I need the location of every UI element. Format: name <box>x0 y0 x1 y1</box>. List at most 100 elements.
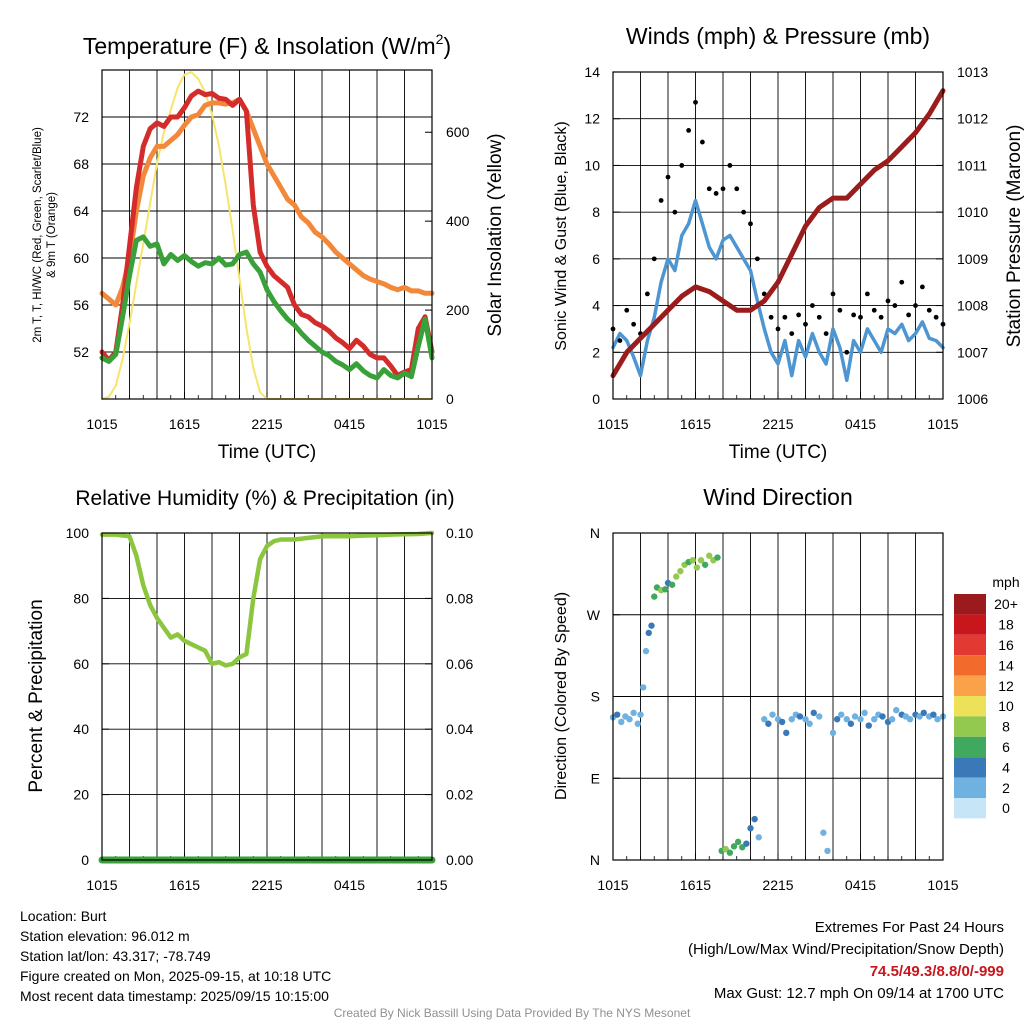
direction-point <box>726 849 734 856</box>
legend-label: 0 <box>1002 800 1010 816</box>
direction-point <box>739 844 746 851</box>
y2-tick-label: 0.06 <box>446 656 473 672</box>
direction-point <box>662 586 669 593</box>
extremes-subtitle: (High/Low/Max Wind/Precipitation/Snow De… <box>688 941 1004 958</box>
direction-point <box>802 716 809 723</box>
direction-point <box>701 561 709 568</box>
gust-point <box>775 326 781 332</box>
y-tick-label: 8 <box>592 204 600 220</box>
y2-tick-label: 600 <box>446 124 470 140</box>
gridlines <box>613 72 943 399</box>
y2-tick-label: 1009 <box>957 251 988 267</box>
gust-point <box>933 314 939 320</box>
legend-label: 16 <box>998 637 1014 653</box>
x-tick-label: 2215 <box>762 877 793 893</box>
gust-point <box>727 163 733 168</box>
legend-swatch <box>954 675 986 696</box>
winds-ylabel-right: Station Pressure (Maroon) <box>1004 125 1024 348</box>
gust-point <box>864 291 870 297</box>
gust-points <box>610 99 946 355</box>
direction-point <box>613 711 621 718</box>
y2-tick-label: 1007 <box>957 344 988 360</box>
gust-point <box>823 331 829 336</box>
direction-point <box>730 843 738 850</box>
y2-tick-label: 400 <box>446 213 470 229</box>
y2-tick-label: 1010 <box>957 204 988 220</box>
gust-point <box>809 303 815 308</box>
gust-point <box>741 209 747 215</box>
gust-point <box>672 209 678 215</box>
x-tick-label: 1015 <box>416 416 447 432</box>
gust-point <box>926 307 932 313</box>
x-tick-label: 1615 <box>169 416 200 432</box>
legend-swatch <box>954 777 986 798</box>
legend-label: 4 <box>1002 759 1010 775</box>
y2-tick-label: 0 <box>446 391 454 407</box>
gust-point <box>803 321 808 327</box>
gust-point <box>899 279 905 285</box>
y-tick-label: 12 <box>584 111 600 127</box>
humidity-ylabel-left: Percent & Precipitation <box>26 599 47 792</box>
legend-swatch <box>954 655 986 676</box>
direction-point <box>714 554 721 561</box>
direction-point <box>796 713 804 720</box>
direction-point <box>693 564 701 571</box>
plot-border <box>101 69 433 400</box>
gust-point <box>851 312 857 318</box>
gust-point <box>679 163 685 168</box>
direction-point <box>920 709 927 717</box>
y2-tick-label: 1008 <box>957 298 988 314</box>
temperature-ylabel-right: Solar Insolation (Yellow) <box>485 133 506 336</box>
direction-point <box>861 709 868 717</box>
direction-point <box>783 729 790 737</box>
direction-point <box>879 713 886 720</box>
legend-label: 10 <box>998 698 1014 714</box>
gust-point <box>782 314 788 320</box>
legend-swatch <box>954 614 986 635</box>
gust-point <box>651 256 657 262</box>
winds-xlabel: Time (UTC) <box>729 442 828 463</box>
y-tick-label: E <box>591 770 600 786</box>
direction-point <box>888 716 896 723</box>
x-tick-label: 1015 <box>927 416 958 432</box>
y2-tick-label: 0.02 <box>446 787 473 803</box>
y-tick-label: 6 <box>592 251 600 267</box>
x-tick-label: 1015 <box>597 877 628 893</box>
gust-point <box>796 312 802 318</box>
y2-tick-label: 0.08 <box>446 590 473 606</box>
gust-point <box>906 312 912 318</box>
direction-point <box>806 720 813 727</box>
speed-color-legend: 20+ 18 16 14 12 10 8 6 4 2 0 <box>954 594 1018 819</box>
direction-point <box>851 713 859 720</box>
direction-point <box>751 815 758 823</box>
direction-point <box>893 706 900 714</box>
x-tick-label: 2215 <box>251 877 282 893</box>
plot-border <box>612 71 944 400</box>
y-tick-label: 56 <box>73 297 89 313</box>
y-tick-label: 60 <box>73 250 89 266</box>
y-tick-label: 14 <box>584 64 600 80</box>
station-location: Location: Burt <box>20 908 107 924</box>
y2-tick-label: 200 <box>446 302 470 318</box>
extremes-title: Extremes For Past 24 Hours <box>814 919 1004 936</box>
gust-point <box>830 291 836 297</box>
extremes-box: Extremes For Past 24 Hours (High/Low/Max… <box>688 917 1004 1005</box>
gust-point <box>837 307 843 313</box>
direction-point <box>755 834 762 841</box>
x-tick-label: 2215 <box>762 416 793 432</box>
y-tick-label: N <box>590 525 600 541</box>
gust-point <box>720 186 726 192</box>
direction-point <box>722 845 729 853</box>
y-tick-label: 60 <box>73 656 89 672</box>
legend-swatch <box>954 736 986 758</box>
series-line <box>99 234 435 381</box>
station-latlon: Station lat/lon: 43.317; -78.749 <box>20 948 211 964</box>
y-tick-label: 80 <box>73 590 89 606</box>
direction-point <box>847 720 855 727</box>
temperature-panel: 1015 1615 2215 0415 1015 52 56 60 64 68 72 0 200 400 6… <box>73 69 470 432</box>
direction-point <box>689 557 696 564</box>
humidity-title: Relative Humidity (%) & Precipitation (i… <box>75 487 454 510</box>
legend-label: 2 <box>1002 780 1010 796</box>
gust-point <box>871 307 877 313</box>
